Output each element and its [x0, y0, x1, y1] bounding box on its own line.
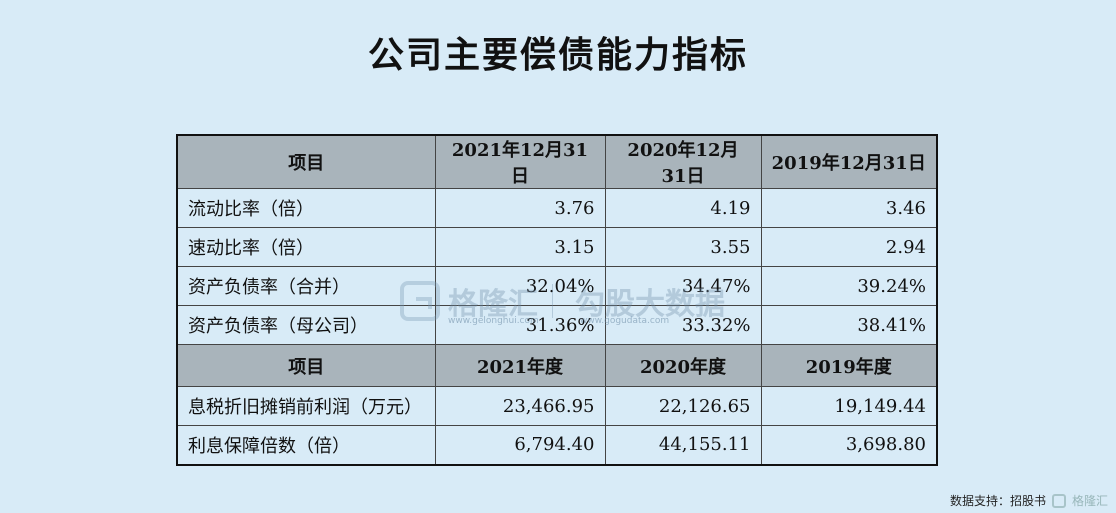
footer-brand: 格隆汇	[1071, 494, 1108, 508]
table-cell: 44,155.11	[604, 425, 762, 465]
column-header: 项目	[176, 344, 436, 387]
table-cell: 3.55	[604, 227, 762, 267]
page-title: 公司主要偿债能力指标	[367, 35, 748, 76]
row-label: 利息保障倍数（倍）	[176, 425, 436, 465]
table-cell: 32.04%	[434, 266, 606, 306]
table-row: 息税折旧摊销前利润（万元） 23,466.95 22,126.65 19,149.44	[176, 386, 938, 426]
table-row: 利息保障倍数（倍） 6,794.40 44,155.11 3,698.80	[176, 425, 938, 465]
table-header-row: 项目 2021年度 2020年度 2019年度	[176, 344, 938, 387]
footer-logo-icon	[1051, 493, 1066, 508]
table-cell: 2.94	[760, 227, 938, 267]
watermark-brand-url: www.gelonghui.com	[448, 316, 539, 326]
row-label: 息税折旧摊销前利润（万元）	[176, 386, 436, 426]
table-row: 资产负债率（合并） 32.04% 34.47% 39.24%	[176, 266, 938, 306]
column-header: 2019年度	[760, 344, 938, 387]
row-label: 资产负债率（合并）	[176, 266, 436, 306]
column-header: 2019年12月31日	[760, 134, 938, 189]
table-cell: 38.41%	[760, 305, 938, 345]
watermark-sub-url: www.gogudata.com	[580, 316, 670, 326]
table-cell: 3.76	[434, 188, 606, 228]
table-cell: 23,466.95	[434, 386, 606, 426]
table-cell: 22,126.65	[604, 386, 762, 426]
table-header-row: 项目 2021年12月31日 2020年12月31日 2019年12月31日	[176, 134, 938, 189]
column-header: 2021年12月31日	[434, 134, 606, 189]
table-cell: 34.47%	[604, 266, 762, 306]
row-label: 流动比率（倍）	[176, 188, 436, 228]
table-cell: 6,794.40	[434, 425, 606, 465]
table-cell: 31.36%	[434, 305, 606, 345]
table-cell: 39.24%	[760, 266, 938, 306]
column-header: 项目	[176, 134, 436, 189]
table-cell: 3.15	[434, 227, 606, 267]
column-header: 2021年度	[434, 344, 606, 387]
table-row: 资产负债率（母公司） 31.36% 33.32% 38.41%	[176, 305, 938, 345]
source-note: 数据支持：招股书	[949, 494, 1046, 508]
table-cell: 3.46	[760, 188, 938, 228]
footer: 数据支持：招股书 格隆汇	[950, 492, 1108, 509]
table-row: 流动比率（倍） 3.76 4.19 3.46	[176, 188, 938, 228]
row-label: 速动比率（倍）	[176, 227, 436, 267]
table-cell: 33.32%	[604, 305, 762, 345]
row-label: 资产负债率（母公司）	[176, 305, 436, 345]
table-cell: 19,149.44	[760, 386, 938, 426]
table-row: 速动比率（倍） 3.15 3.55 2.94	[176, 227, 938, 267]
column-header: 2020年12月31日	[604, 134, 762, 189]
table-cell: 3,698.80	[760, 425, 938, 465]
debt-ratio-table: 项目 2021年12月31日 2020年12月31日 2019年12月31日 流动比率（…	[176, 134, 938, 466]
table-cell: 4.19	[604, 188, 762, 228]
column-header: 2020年度	[604, 344, 762, 387]
